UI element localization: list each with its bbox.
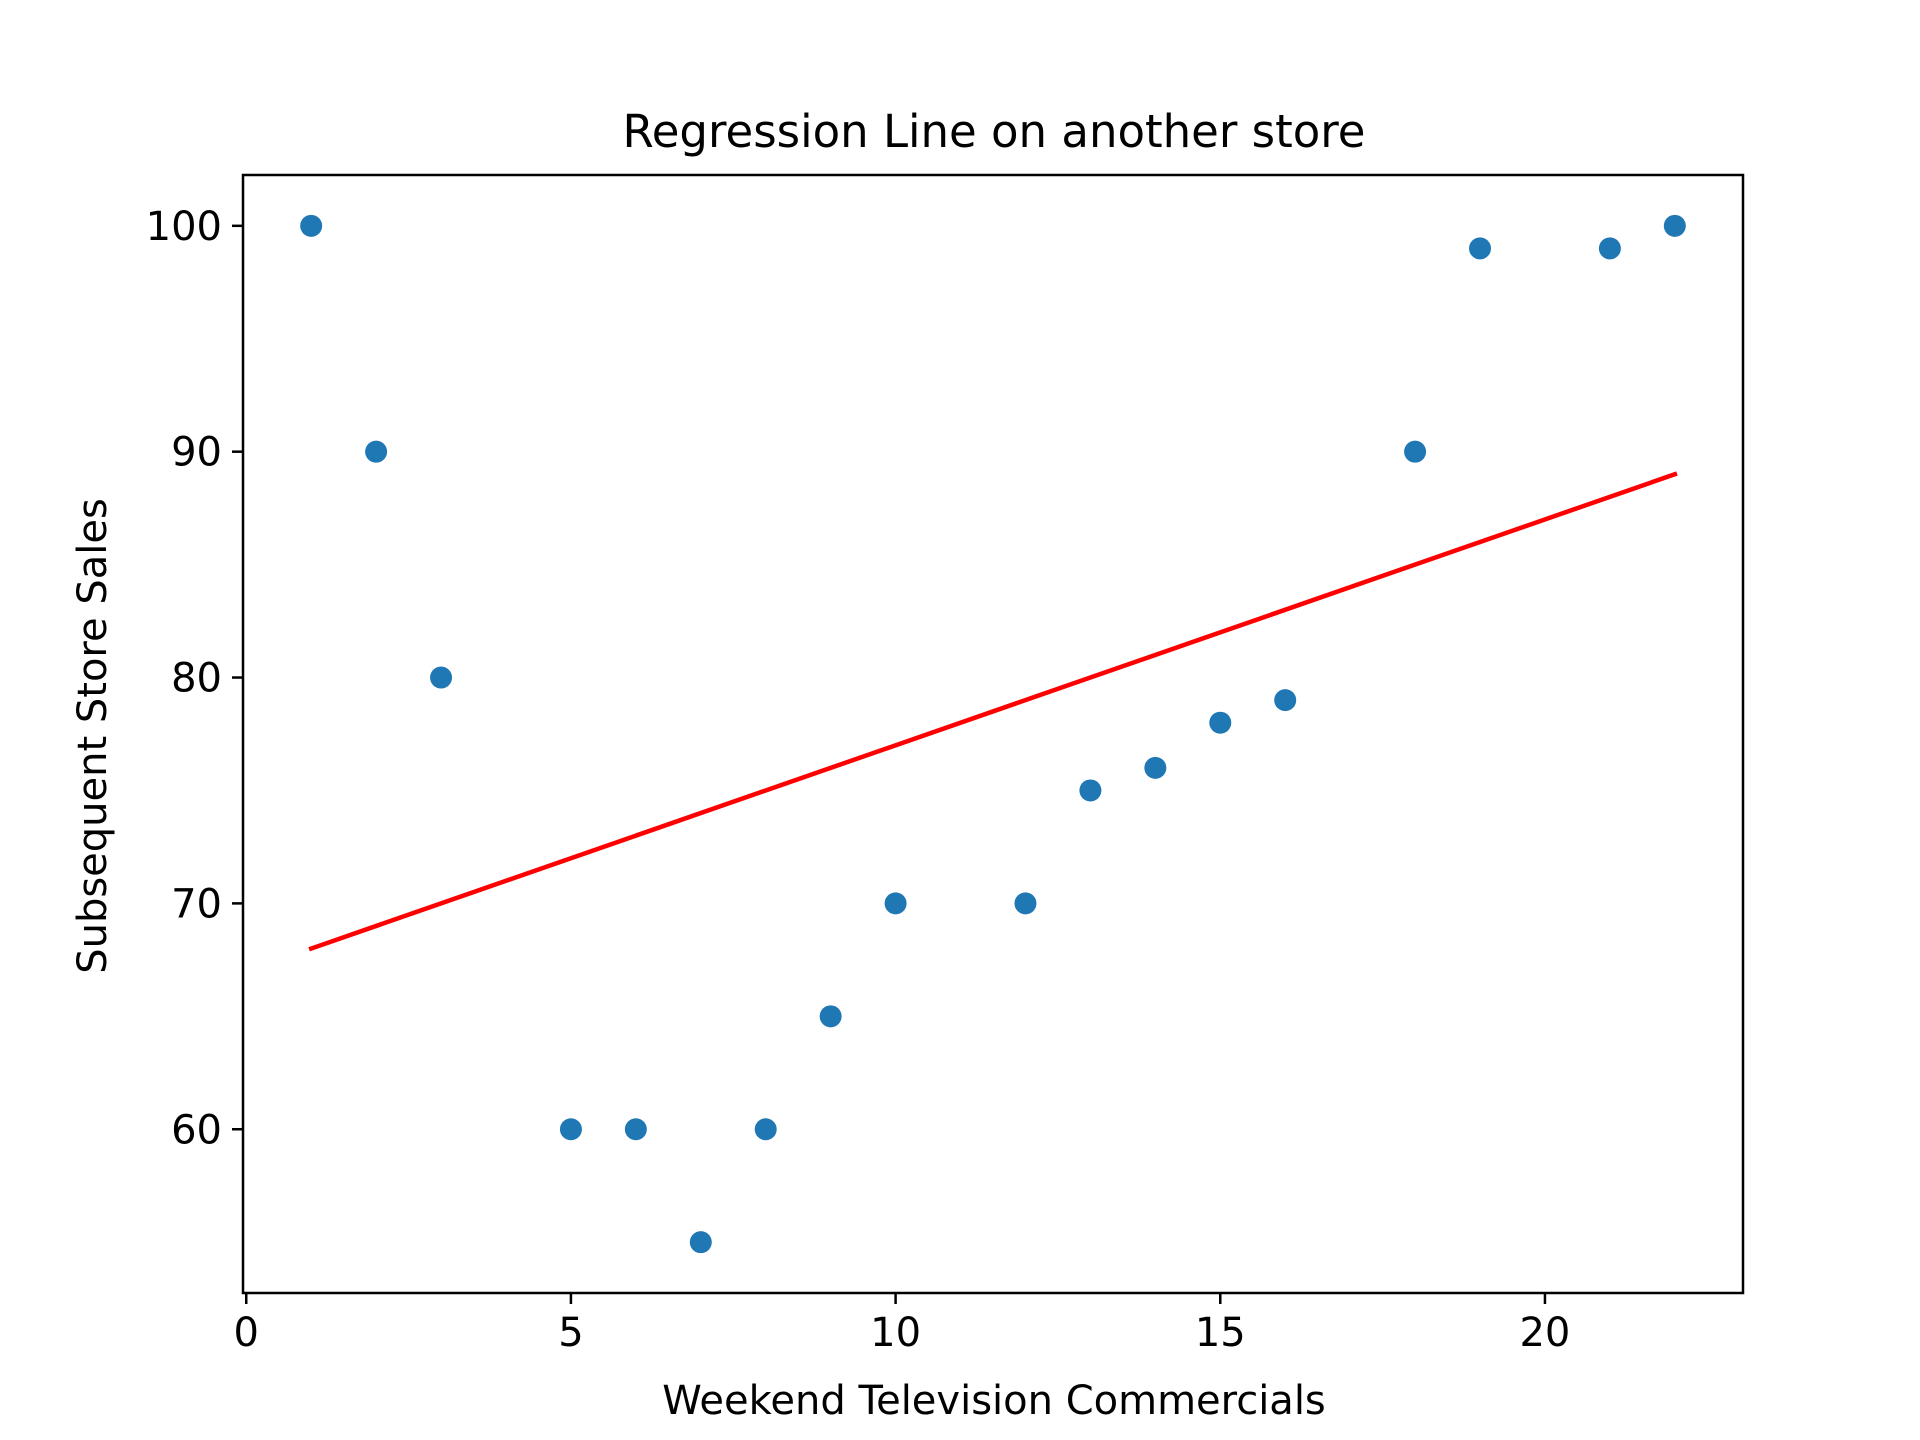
plot-area: 0 5 10 15 20 60 70 80 90 100 (146, 173, 1745, 1356)
scatter-point-18 (1663, 214, 1686, 237)
scatter-point-14 (1274, 689, 1297, 712)
scatter-point-13 (1209, 711, 1232, 734)
x-tick-label-5: 5 (558, 1310, 583, 1356)
x-tick-label-0: 0 (234, 1310, 259, 1356)
scatter-point-6 (689, 1231, 712, 1254)
x-tick-label-10: 10 (870, 1310, 921, 1356)
scatter-point-10 (1014, 892, 1037, 915)
scatter-point-9 (884, 892, 907, 915)
scatter-point-17 (1598, 237, 1621, 260)
y-tick-label-70: 70 (171, 881, 222, 927)
regression-line (308, 471, 1678, 952)
x-axis-label: Weekend Television Commercials (662, 1378, 1326, 1424)
chart-title: Regression Line on another store (623, 105, 1366, 158)
scatter-point-12 (1144, 756, 1167, 779)
x-tick-label-20: 20 (1519, 1310, 1570, 1356)
y-tick-label-90: 90 (171, 430, 222, 476)
y-tick-label-100: 100 (146, 204, 222, 250)
scatter-point-16 (1469, 237, 1492, 260)
scatter-point-11 (1079, 779, 1102, 802)
x-tick-label-15: 15 (1195, 1310, 1246, 1356)
y-axis-label: Subsequent Store Sales (70, 498, 116, 974)
scatter-point-2 (365, 440, 388, 463)
y-tick-label-80: 80 (171, 656, 222, 702)
plot-frame (241, 173, 1745, 1295)
scatter-point-15 (1404, 440, 1427, 463)
scatter-point-8 (819, 1005, 842, 1028)
scatter-point-1 (300, 214, 323, 237)
y-tick-label-60: 60 (171, 1107, 222, 1153)
scatter-point-7 (754, 1118, 777, 1141)
scatter-point-4 (559, 1118, 582, 1141)
scatter-point-3 (430, 666, 453, 689)
scatter-point-5 (624, 1118, 647, 1141)
